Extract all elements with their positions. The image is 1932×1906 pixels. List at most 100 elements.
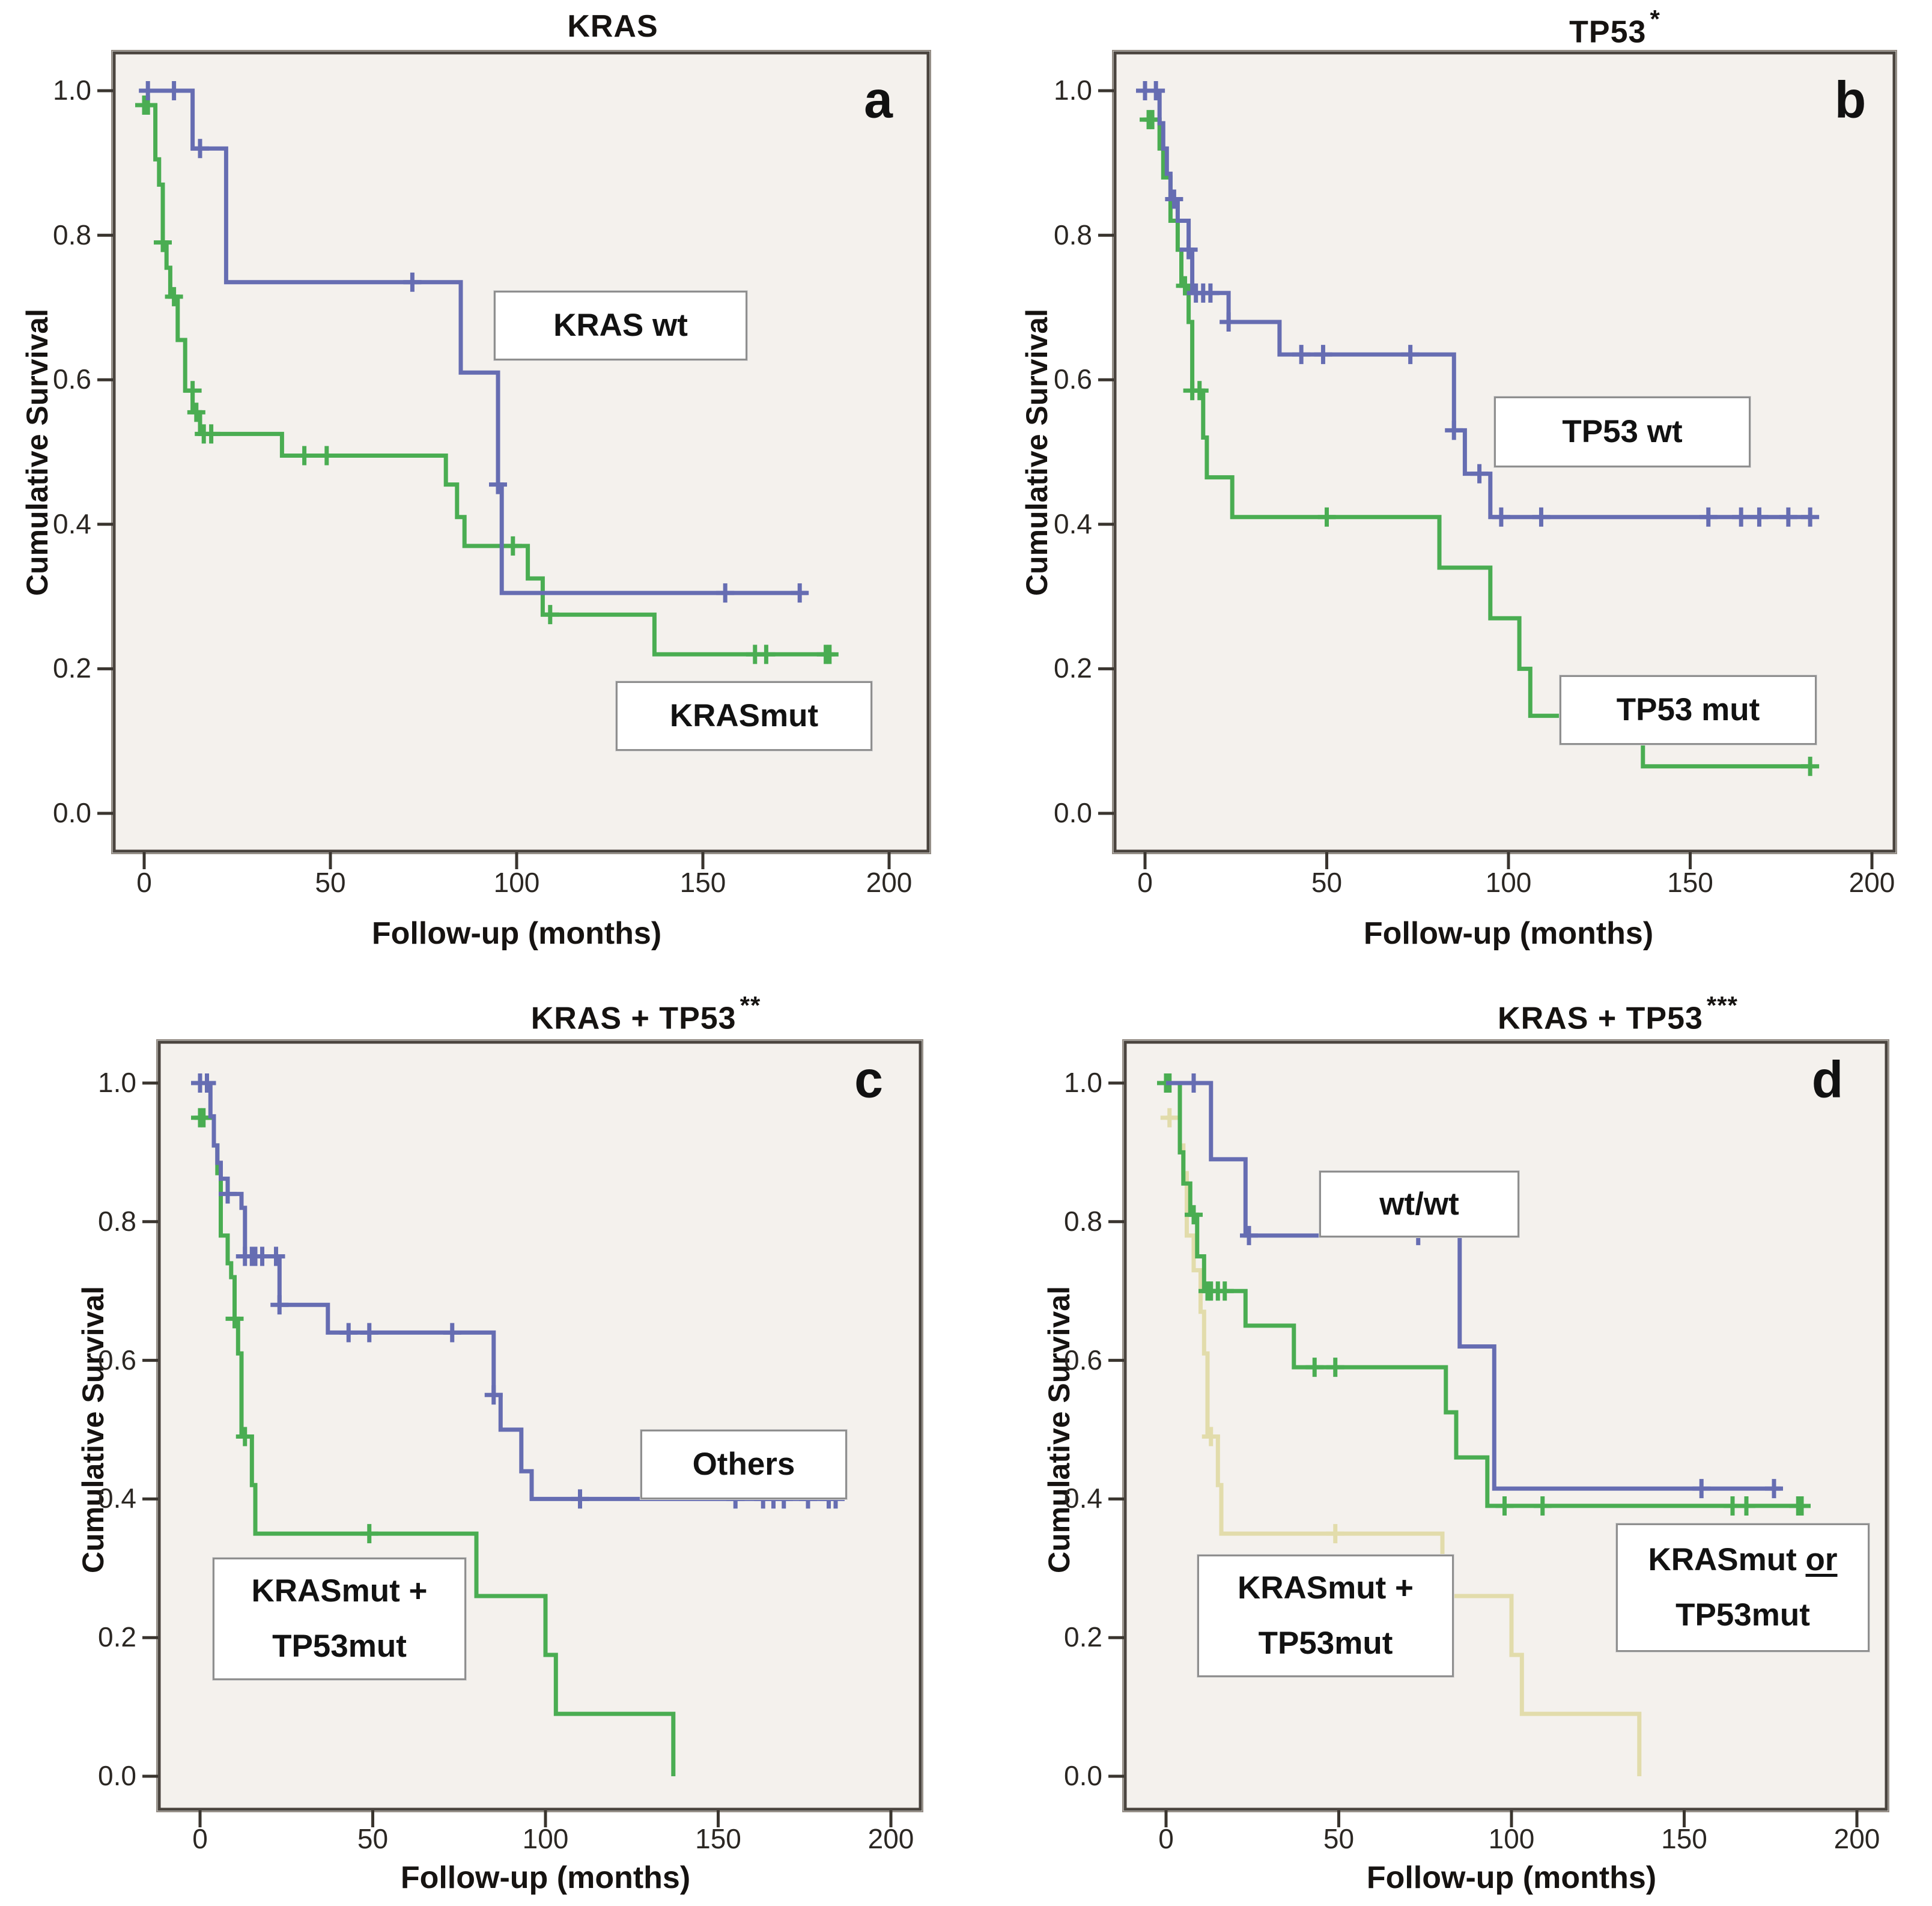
censor-mark xyxy=(1305,1358,1324,1377)
panel-title-text: KRAS xyxy=(567,9,658,44)
censor-mark xyxy=(1699,507,1718,527)
censor-mark xyxy=(716,583,735,603)
x-tick-label: 200 xyxy=(866,867,913,898)
plot-frame-outer xyxy=(156,1039,923,1812)
curve-label-underlined: or xyxy=(1805,1542,1838,1577)
censor-mark xyxy=(267,1246,285,1266)
panel-title: KRAS xyxy=(567,8,658,44)
censor-mark xyxy=(339,1323,358,1343)
x-tick-label: 200 xyxy=(1848,867,1895,898)
x-axis-label: Follow-up (months) xyxy=(400,1860,691,1895)
censor-mark xyxy=(1732,507,1751,527)
censor-mark xyxy=(183,381,202,401)
y-tick-label: 0.4 xyxy=(1054,508,1092,539)
curve-label-line: KRAS wt xyxy=(553,308,688,343)
censor-mark xyxy=(1317,507,1336,527)
censor-mark xyxy=(235,1427,254,1446)
x-tick-label: 100 xyxy=(493,867,540,898)
curve-label-box: KRASmut + TP53mut xyxy=(1197,1555,1454,1677)
y-tick-label: 1.0 xyxy=(98,1067,136,1098)
plot-area-d xyxy=(1108,1039,1889,1827)
censor-mark xyxy=(191,139,209,159)
censor-mark xyxy=(202,424,220,444)
y-tick-label: 0.2 xyxy=(98,1621,136,1653)
y-tick-label: 1.0 xyxy=(1054,74,1092,106)
panel-letter: a xyxy=(864,71,893,129)
censor-mark xyxy=(1190,381,1209,401)
y-axis-label: Cumulative Survival xyxy=(1042,1286,1076,1573)
plot-area-c xyxy=(142,1039,923,1827)
y-tick-label: 0.4 xyxy=(98,1483,136,1514)
censor-mark xyxy=(165,81,183,100)
x-tick-label: 50 xyxy=(357,1823,389,1854)
y-tick-label: 0.6 xyxy=(53,363,91,395)
panel-title-text: TP53 xyxy=(1569,14,1647,50)
censor-mark xyxy=(360,1323,378,1343)
curve-label-box: TP53 mut xyxy=(1560,675,1817,745)
y-tick-label: 0.8 xyxy=(98,1205,136,1237)
curve-label-box: KRAS wt xyxy=(494,291,747,360)
censor-mark xyxy=(1201,283,1220,303)
x-tick-label: 150 xyxy=(679,867,726,898)
panel-c: KRAS + TP53 ** c Follow-up (months) Cumulati… xyxy=(0,961,966,1906)
curve-label-line: Others xyxy=(692,1446,795,1482)
curve-label-line: TP53 mut xyxy=(1616,692,1760,727)
censor-mark xyxy=(541,605,559,625)
censor-mark xyxy=(571,1489,589,1509)
censor-mark xyxy=(1220,312,1238,332)
censor-mark xyxy=(1492,507,1510,527)
x-tick-label: 50 xyxy=(1311,867,1343,898)
x-tick-label: 150 xyxy=(1667,867,1713,898)
censor-mark xyxy=(489,475,507,494)
censor-mark xyxy=(1801,756,1820,776)
y-tick-label: 0.4 xyxy=(1064,1483,1102,1514)
y-tick-label: 0.6 xyxy=(1064,1344,1102,1376)
censor-mark xyxy=(1240,1225,1258,1245)
censor-mark xyxy=(198,1073,216,1093)
panel-title-asterisks: *** xyxy=(1706,991,1738,1019)
y-tick-label: 0.8 xyxy=(53,219,91,250)
x-tick-label: 0 xyxy=(136,867,152,898)
censor-mark xyxy=(503,536,522,556)
censor-mark xyxy=(1779,507,1797,527)
censor-mark xyxy=(1185,1073,1203,1093)
censor-mark xyxy=(484,1385,503,1405)
plot-frame-outer xyxy=(1122,1039,1889,1812)
x-tick-label: 100 xyxy=(1485,867,1532,898)
curve-label-box: KRASmut + TP53mut xyxy=(213,1558,466,1680)
x-tick-label: 50 xyxy=(315,867,346,898)
y-tick-label: 0.0 xyxy=(53,797,91,828)
censor-mark xyxy=(1185,1205,1203,1225)
y-tick-label: 0.0 xyxy=(98,1760,136,1791)
plot-area-b xyxy=(1098,50,1897,869)
y-tick-label: 1.0 xyxy=(1064,1067,1102,1098)
curve-label-line: KRASmut + xyxy=(1237,1570,1414,1606)
censor-mark xyxy=(757,645,776,664)
x-tick-label: 50 xyxy=(1323,1823,1355,1854)
censor-mark xyxy=(270,1295,289,1315)
curve-label-box: wt/wt xyxy=(1319,1171,1519,1237)
censor-mark xyxy=(1750,507,1769,527)
censor-mark xyxy=(1179,240,1198,259)
survival-curve-kras-wt xyxy=(144,88,807,595)
censor-mark xyxy=(187,402,205,422)
plot-frame xyxy=(157,1040,922,1811)
x-axis-label: Follow-up (months) xyxy=(1363,916,1654,951)
survival-curve-others xyxy=(200,1081,836,1501)
censor-mark xyxy=(1692,1479,1711,1499)
y-tick-label: 0.6 xyxy=(98,1344,136,1376)
panel-title-asterisks: * xyxy=(1650,5,1660,33)
censor-mark xyxy=(1532,507,1551,527)
curve-label-line: KRASmut or xyxy=(1648,1532,1837,1588)
curve-label-box: TP53 wt xyxy=(1494,396,1751,467)
x-tick-label: 0 xyxy=(1137,867,1153,898)
censor-mark xyxy=(820,645,839,664)
curve-label-line: TP53mut xyxy=(272,1628,407,1664)
censor-mark xyxy=(791,583,809,603)
curve-label-run: KRASmut xyxy=(1648,1542,1806,1577)
censor-mark xyxy=(1765,1479,1783,1499)
panel-title: KRAS + TP53 ** xyxy=(531,991,761,1036)
curve-label-line: wt/wt xyxy=(1379,1186,1459,1222)
censor-mark xyxy=(1793,1496,1811,1516)
